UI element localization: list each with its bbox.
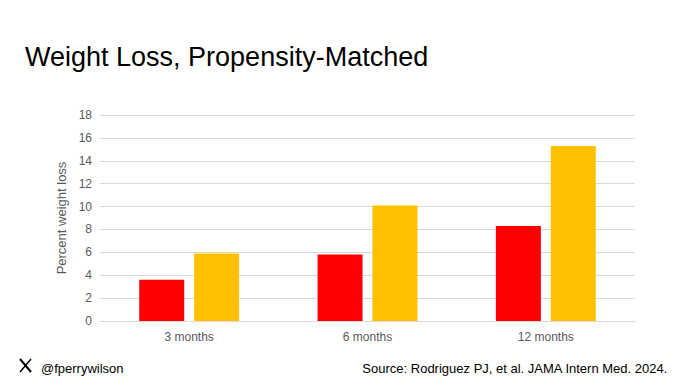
svg-text:4: 4 [85, 268, 92, 282]
svg-text:0: 0 [85, 314, 92, 328]
svg-text:6: 6 [85, 245, 92, 259]
svg-text:Weight Loss, Propensity-Matche: Weight Loss, Propensity-Matched [25, 42, 428, 72]
svg-text:6 months: 6 months [343, 330, 392, 344]
svg-text:Percent weight loss: Percent weight loss [54, 161, 69, 274]
svg-text:16: 16 [79, 131, 93, 145]
svg-text:12: 12 [79, 177, 93, 191]
svg-text:@fperrywilson: @fperrywilson [41, 361, 124, 376]
svg-text:12 months: 12 months [518, 330, 574, 344]
svg-text:10: 10 [79, 200, 93, 214]
svg-text:8: 8 [85, 222, 92, 236]
svg-text:18: 18 [79, 108, 93, 122]
svg-text:14: 14 [79, 154, 93, 168]
svg-text:Source: Rodriguez PJ, et al. J: Source: Rodriguez PJ, et al. JAMA Intern… [362, 361, 667, 376]
svg-text:3 months: 3 months [164, 330, 213, 344]
svg-text:2: 2 [85, 291, 92, 305]
